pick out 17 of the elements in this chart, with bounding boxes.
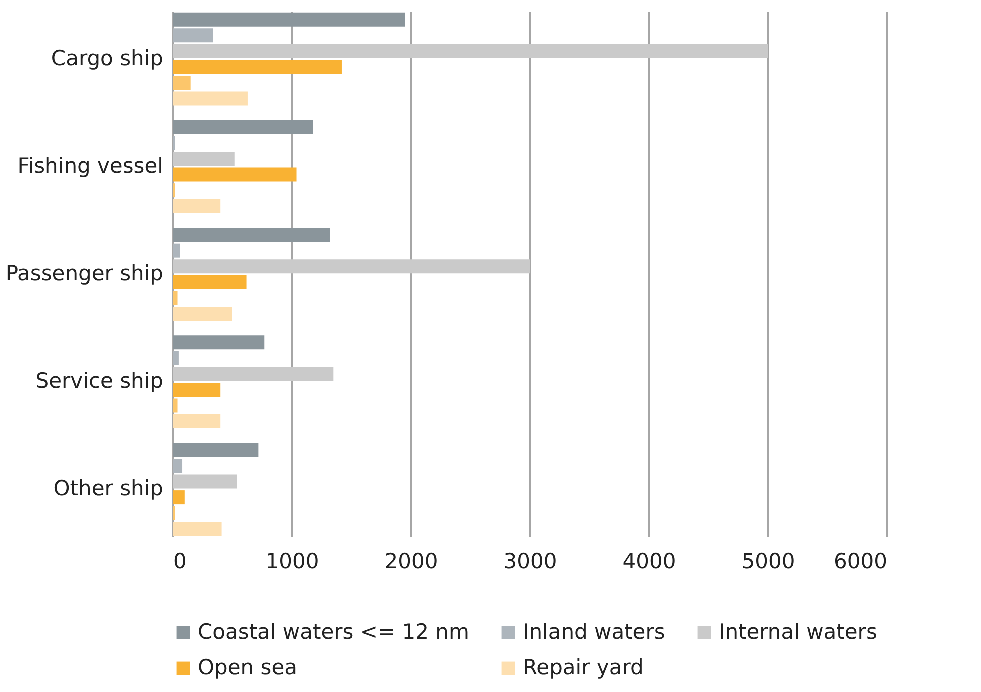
x-tick-label: 4000 — [622, 550, 676, 574]
legend-label: Internal waters — [719, 620, 878, 644]
y-tick-label: Fishing vessel — [18, 154, 164, 178]
x-tick-label: 1000 — [266, 550, 320, 574]
y-tick-label: Other ship — [54, 476, 164, 501]
legend-label: Coastal waters <= 12 nm — [198, 620, 470, 644]
legend-label: Repair yard — [523, 656, 644, 680]
x-tick-label: 5000 — [742, 550, 796, 574]
x-tick-label: 0 — [174, 550, 187, 574]
y-tick-label: Cargo ship — [51, 46, 164, 70]
y-tick-label: Passenger ship — [6, 262, 164, 286]
y-tick-label: Service ship — [36, 369, 164, 394]
legend-label: Open sea — [198, 656, 298, 680]
x-tick-label: 2000 — [384, 550, 438, 574]
x-tick-label: 6000 — [834, 550, 888, 574]
legend-label: Inland waters — [523, 620, 666, 644]
x-tick-label: 3000 — [504, 550, 558, 574]
